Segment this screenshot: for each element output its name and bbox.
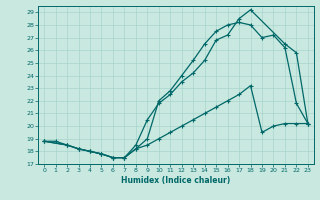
X-axis label: Humidex (Indice chaleur): Humidex (Indice chaleur) <box>121 176 231 185</box>
